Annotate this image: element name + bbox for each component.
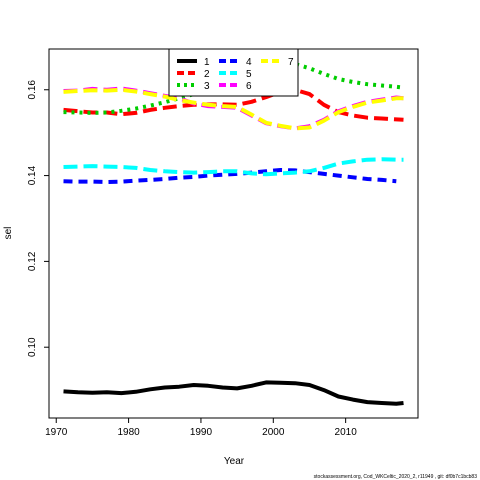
- legend-label-7: 7: [288, 57, 294, 68]
- series-7-line: [63, 87, 404, 131]
- legend-label-1: 1: [204, 57, 210, 68]
- legend: 123 456 7: [168, 48, 299, 97]
- x-tick-label: 2000: [262, 427, 285, 438]
- x-tick-label: 1970: [45, 427, 68, 438]
- y-axis-title: sel: [3, 227, 14, 240]
- x-tick-label: 2010: [335, 427, 358, 438]
- y-tick-label: 0.14: [27, 165, 38, 185]
- legend-label-4: 4: [246, 57, 252, 68]
- x-axis: 1970 1980 1990 2000 2010: [45, 418, 357, 438]
- legend-label-2: 2: [204, 69, 210, 80]
- legend-label-5: 5: [246, 69, 252, 80]
- y-axis: 0.10 0.12 0.14 0.16: [27, 80, 49, 357]
- y-tick-label: 0.10: [27, 337, 38, 357]
- y-tick-label: 0.16: [27, 80, 38, 100]
- legend-label-3: 3: [204, 81, 210, 92]
- series-1-line: [63, 380, 404, 406]
- x-tick-label: 1990: [190, 427, 213, 438]
- series-4-line: [63, 168, 397, 184]
- x-tick-label: 1980: [117, 427, 140, 438]
- y-tick-label: 0.12: [27, 251, 38, 271]
- footer-text: stockassessment.org, Cod_WKCeltic_2020_2…: [314, 474, 478, 480]
- legend-label-6: 6: [246, 81, 252, 92]
- series-5-line: [63, 157, 404, 177]
- x-axis-title: Year: [224, 456, 245, 467]
